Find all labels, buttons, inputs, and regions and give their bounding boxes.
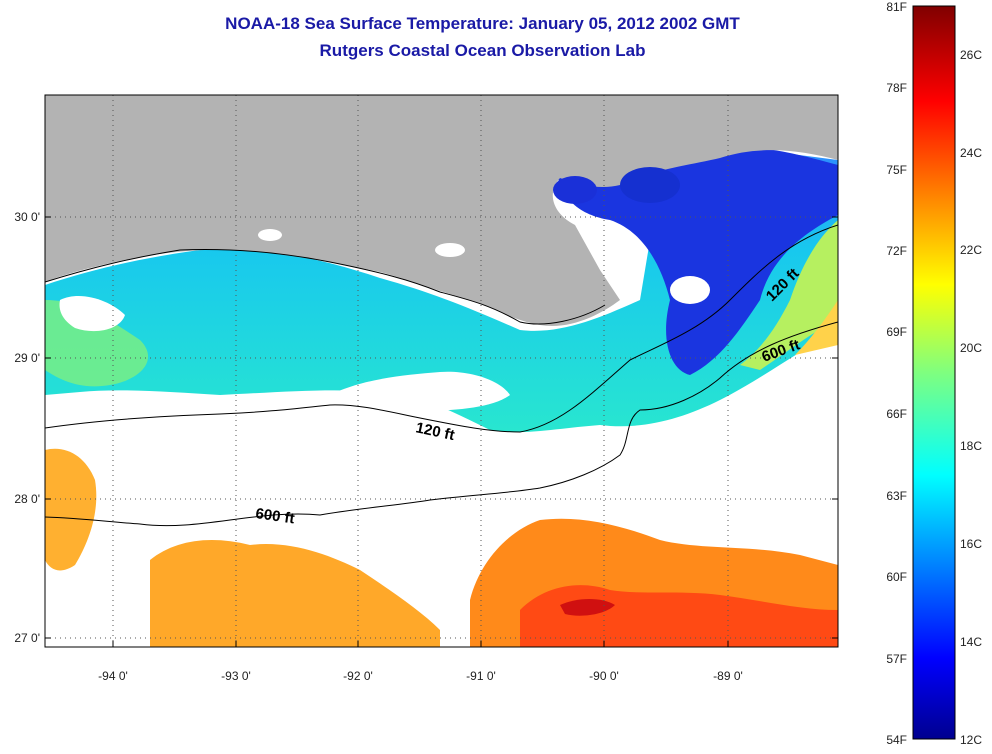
lat-label-30: 30 0' (14, 210, 40, 224)
cb-c-26: 26C (960, 48, 982, 62)
cb-c-18: 18C (960, 439, 982, 453)
coastline (45, 249, 606, 325)
cb-f-54: 54F (886, 733, 907, 747)
warm-strip-east-yellow (795, 300, 838, 355)
cb-c-22: 22C (960, 243, 982, 257)
cloud-patch-delta (670, 276, 710, 304)
cb-f-78: 78F (886, 81, 907, 95)
contour-label-600ft-west: 600 ft (254, 505, 295, 527)
cb-f-69: 69F (886, 325, 907, 339)
isobath-120ft (45, 224, 838, 433)
colorbar (912, 5, 956, 740)
lake-blue (553, 176, 597, 204)
cb-c-16: 16C (960, 537, 982, 551)
cb-f-63: 63F (886, 489, 907, 503)
cb-f-72: 72F (886, 244, 907, 258)
cb-c-12: 12C (960, 733, 982, 747)
cb-f-81: 81F (886, 0, 907, 14)
cb-f-57: 57F (886, 652, 907, 666)
lon-label-91: -91 0' (466, 669, 496, 683)
shelf-water-region (45, 150, 838, 433)
colorbar-f-labels: 81F 78F 75F 72F 69F 66F 63F 60F 57F 54F (886, 0, 907, 747)
plot-frame (44, 94, 839, 648)
lake-pontchartrain (620, 167, 680, 203)
lat-label-29: 29 0' (14, 351, 40, 365)
lon-label-93: -93 0' (221, 669, 251, 683)
warm-water-south-west (150, 540, 440, 647)
cb-f-60: 60F (886, 570, 907, 584)
colorbar-c-labels: 26C 24C 22C 20C 18C 16C 14C 12C (960, 48, 982, 747)
cb-f-66: 66F (886, 407, 907, 421)
isobath-600ft (45, 321, 838, 527)
lat-label-27: 27 0' (14, 631, 40, 645)
cb-c-24: 24C (960, 146, 982, 160)
lon-label-94: -94 0' (98, 669, 128, 683)
cb-f-75: 75F (886, 163, 907, 177)
lon-label-90: -90 0' (589, 669, 619, 683)
cb-c-20: 20C (960, 341, 982, 355)
cloud-west-patch (59, 295, 125, 332)
cold-water-east (555, 146, 838, 375)
map-title: NOAA-18 Sea Surface Temperature: January… (225, 14, 740, 33)
lon-label-89: -89 0' (713, 669, 743, 683)
axis-ticks (45, 216, 838, 647)
map-subtitle: Rutgers Coastal Ocean Observation Lab (319, 41, 646, 60)
warm-water-far-west (45, 448, 97, 571)
cb-c-14: 14C (960, 635, 982, 649)
hot-spot (560, 598, 615, 616)
cloud-patch-land (258, 229, 282, 241)
grid-lines (45, 95, 838, 647)
warm-strip-east (740, 220, 838, 370)
lon-label-92: -92 0' (343, 669, 373, 683)
cloud-patch-land-2 (435, 243, 465, 257)
cloud-mid-shelf (330, 371, 510, 411)
land-mass (45, 95, 838, 326)
lat-label-28: 28 0' (14, 492, 40, 506)
